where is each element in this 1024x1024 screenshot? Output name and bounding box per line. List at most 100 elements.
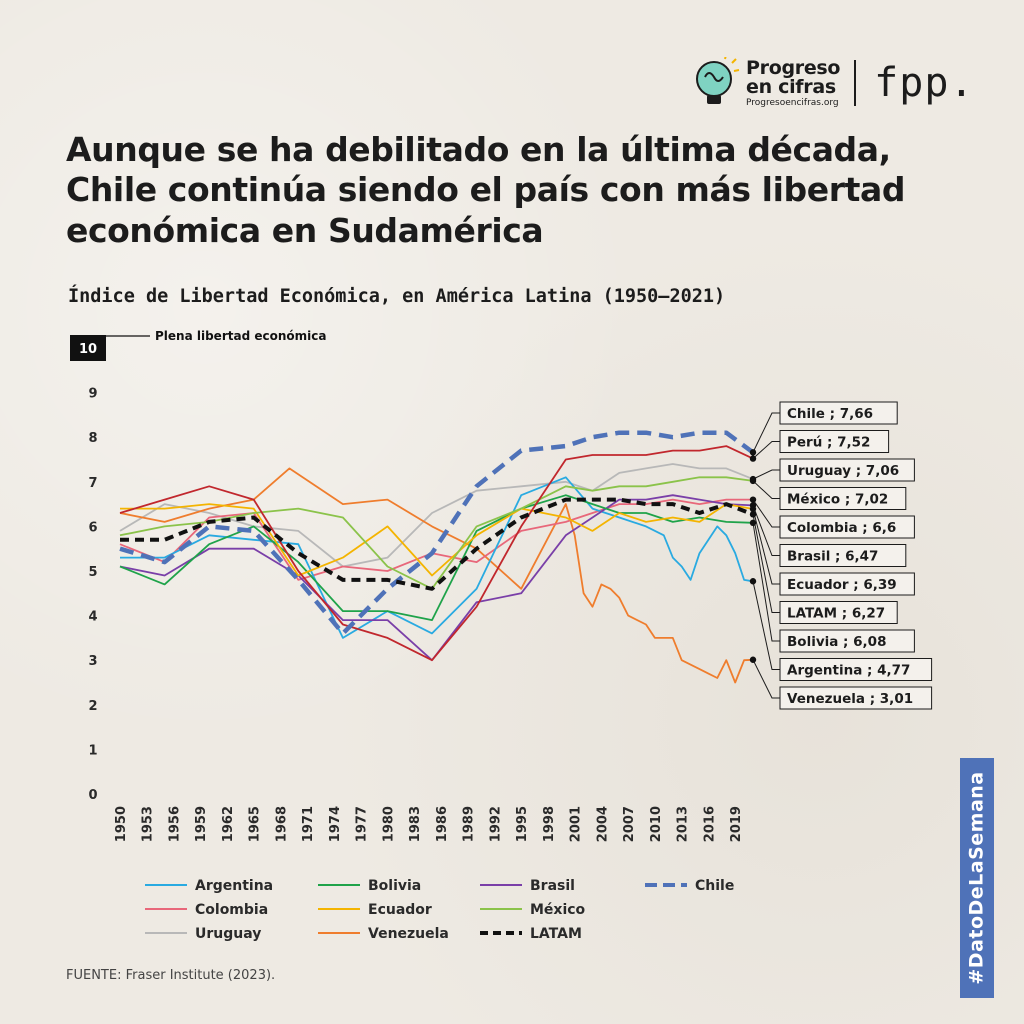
end-label-leader	[752, 581, 780, 670]
end-label-bolivia: Bolivia ; 6,08	[787, 634, 886, 650]
end-label-box	[779, 629, 915, 653]
x-tick-label: 1989	[462, 806, 477, 842]
end-label-box	[779, 458, 915, 482]
legend-label-latam: LATAM	[530, 926, 582, 942]
x-tick-label: 2004	[595, 806, 610, 842]
end-point-peru	[749, 455, 757, 462]
hashtag-text: #DatoDeLaSemana	[966, 771, 988, 985]
x-tick-label: 2013	[676, 806, 691, 842]
x-tick-label: 2010	[649, 806, 664, 842]
end-point-chile	[749, 449, 757, 456]
x-tick-label: 1992	[488, 806, 503, 842]
end-label-chile: Chile ; 7,66	[787, 406, 873, 422]
series-line-peru	[119, 445, 754, 662]
logo-line-1: Progreso	[746, 56, 841, 79]
x-tick-label: 1998	[542, 806, 557, 842]
end-label-mexico: México ; 7,02	[787, 492, 888, 508]
end-label-box	[779, 601, 898, 624]
end-label-leader	[752, 522, 780, 642]
end-label-box	[779, 686, 933, 710]
y-tick-label: 2	[88, 699, 97, 714]
end-labels: Chile ; 7,66 Perú ; 7,52 Uruguay ; 7,06 Méx…	[749, 401, 933, 710]
end-label-box	[779, 658, 933, 681]
end-label-leader	[752, 412, 780, 453]
end-label-uruguay: Uruguay ; 7,06	[787, 463, 899, 479]
end-label-argentina: Argentina ; 4,77	[787, 663, 910, 679]
end-point-bolivia	[749, 519, 757, 527]
end-label-venezuela: Venezuela ; 3,01	[787, 691, 913, 707]
y-tick-label: 3	[88, 654, 97, 669]
x-tick-label: 1959	[194, 806, 209, 842]
fpp-logo: fpp.	[874, 60, 975, 106]
y-tick-label: 10	[79, 342, 97, 357]
legend-label-bolivia: Bolivia	[368, 878, 421, 894]
series-line-ecuador	[120, 503, 754, 577]
series-line-uruguay	[119, 463, 754, 568]
y-tick-label: 1	[88, 743, 97, 758]
x-tick-label: 1956	[167, 806, 182, 842]
y-tick-label: 0	[88, 788, 97, 803]
end-point-ecuador	[749, 505, 757, 513]
x-tick-label: 1971	[301, 806, 316, 842]
series-line-argentina	[120, 476, 754, 639]
end-label-leader	[752, 505, 780, 556]
end-label-leader	[752, 508, 780, 585]
x-tick-label: 1968	[274, 806, 289, 842]
logo-line-2: en cifras	[746, 75, 836, 98]
y-tick-label: 4	[88, 610, 97, 625]
legend-label-venezuela: Venezuela	[368, 926, 449, 942]
lightbulb-icon	[696, 57, 740, 104]
legend-label-argentina: Argentina	[195, 878, 273, 894]
end-label-leader	[752, 441, 780, 459]
end-label-brasil: Brasil ; 6,47	[787, 549, 878, 565]
y-tick-label: 9	[88, 387, 97, 402]
legend: Argentina Bolivia Brasil Chile Colombia Ecuad…	[145, 878, 734, 942]
logo[interactable]: Progreso en cifras Progresoencifras.org …	[692, 56, 975, 108]
x-tick-label: 1950	[114, 806, 129, 842]
end-point-latam	[749, 511, 757, 518]
end-label-box	[779, 572, 915, 596]
logo-site: Progresoencifras.org	[746, 97, 839, 108]
max-annotation: Plena libertad económica	[155, 329, 326, 343]
end-label-box	[779, 515, 915, 539]
x-tick-label: 1983	[408, 806, 423, 842]
y-max-box	[70, 335, 106, 361]
end-label-leader	[752, 659, 780, 699]
hashtag-badge: #DatoDeLaSemana	[960, 758, 994, 998]
x-tick-label: 1980	[381, 806, 396, 842]
end-label-peru: Perú ; 7,52	[787, 435, 870, 451]
y-tick-label: 5	[88, 565, 97, 580]
end-point-venezuela	[749, 656, 757, 663]
end-label-box	[779, 544, 907, 567]
series-lines	[119, 430, 755, 684]
series-line-chile	[119, 430, 755, 636]
x-axis-ticks: 1950 1953 1956 1959 1962 1965 1968 1971 1974 1977…	[114, 806, 744, 842]
x-tick-label: 1977	[355, 806, 370, 842]
x-tick-label: 1965	[248, 806, 263, 842]
chart-subtitle: Índice de Libertad Económica, en América…	[68, 286, 726, 307]
legend-label-ecuador: Ecuador	[368, 902, 432, 918]
y-tick-label: 6	[88, 520, 97, 535]
series-line-mexico	[119, 476, 754, 590]
end-label-box	[779, 430, 890, 453]
end-label-leader	[752, 499, 780, 528]
legend-label-uruguay: Uruguay	[195, 926, 261, 942]
x-tick-label: 2019	[729, 806, 744, 842]
series-line-brasil	[119, 494, 754, 662]
x-tick-label: 1962	[221, 806, 236, 842]
legend-label-chile: Chile	[695, 878, 734, 894]
series-line-latam	[120, 497, 754, 591]
end-label-box	[779, 401, 898, 425]
legend-label-brasil: Brasil	[530, 878, 575, 894]
x-tick-label: 1986	[435, 806, 450, 842]
x-tick-label: 2001	[569, 806, 584, 842]
x-tick-label: 1974	[328, 806, 343, 842]
end-point-mexico	[749, 477, 757, 485]
legend-label-colombia: Colombia	[195, 902, 268, 918]
end-label-colombia: Colombia ; 6,6	[787, 520, 896, 536]
end-label-box	[779, 487, 907, 510]
x-tick-label: 2016	[702, 806, 717, 842]
end-label-ecuador: Ecuador ; 6,39	[787, 577, 897, 593]
end-label-leader	[752, 514, 780, 613]
